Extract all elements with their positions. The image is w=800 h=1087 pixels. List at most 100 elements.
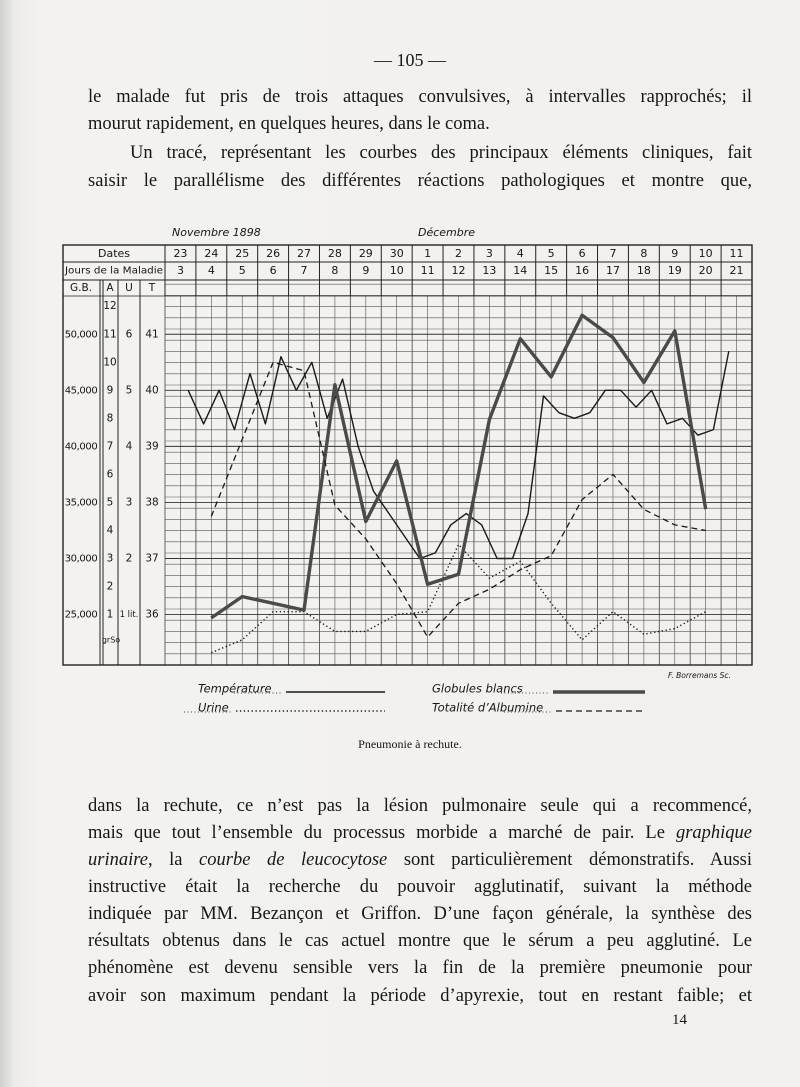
- row-label: Jours de la Maladie: [64, 266, 163, 277]
- y-tick-label: 3: [107, 552, 114, 564]
- y-tick-label: 12: [103, 300, 116, 312]
- axis-head: A: [106, 282, 114, 294]
- x-tick-label: 18: [637, 264, 651, 277]
- x-tick-label: 11: [421, 264, 435, 277]
- x-tick-label: 4: [208, 264, 215, 277]
- text-segment: résultats obtenus dans le cas actuel mon…: [88, 931, 752, 951]
- text-segment: phénomène est devenu sensible vers la fi…: [88, 958, 752, 978]
- date-label: 9: [671, 247, 678, 260]
- legend-label: Urine: [198, 701, 229, 715]
- text-segment: dans la rechute, ce n’est pas la lésion …: [88, 796, 752, 816]
- y-tick-label: 1: [107, 609, 114, 621]
- page-number: — 105 —: [374, 50, 446, 70]
- y-tick-label: 38: [145, 496, 158, 508]
- row-label: Dates: [98, 247, 130, 260]
- y-tick-label: 6: [126, 328, 133, 340]
- y-tick-label: 3: [126, 496, 133, 508]
- text-segment: sont particulièrement démonstratifs. Aus…: [387, 850, 752, 870]
- x-tick-label: 21: [730, 264, 744, 277]
- legend-label: Température: [198, 682, 272, 696]
- month-label: Novembre 1898: [172, 226, 261, 239]
- y-tick-label: 2: [107, 581, 114, 593]
- text-segment: saisir le parallélisme des différentes r…: [88, 171, 752, 191]
- y-tick-label: 40: [145, 384, 158, 396]
- date-label: 2: [455, 247, 462, 260]
- date-label: 10: [699, 247, 713, 260]
- date-label: 5: [548, 247, 555, 260]
- text-line: phénomène est devenu sensible vers la fi…: [88, 957, 752, 979]
- date-label: 25: [235, 247, 249, 260]
- y-tick-label: 36: [145, 609, 159, 621]
- text-segment: avoir son maximum pendant la période d’a…: [88, 986, 752, 1006]
- y-tick-label: 37: [145, 552, 158, 564]
- x-tick-label: 7: [301, 264, 308, 277]
- date-label: 27: [297, 247, 311, 260]
- text-line: avoir son maximum pendant la période d’a…: [88, 985, 752, 1007]
- text-line: résultats obtenus dans le cas actuel mon…: [88, 930, 752, 952]
- annotation: grSo: [102, 636, 120, 645]
- emphasis: urinaire: [88, 850, 148, 870]
- y-tick-label: 7: [107, 440, 114, 452]
- date-label: 28: [328, 247, 342, 260]
- y-tick-label: 2: [126, 552, 133, 564]
- text-line: instructive était la recherche du pouvoi…: [88, 876, 752, 898]
- y-tick-label: 35,000: [65, 497, 98, 508]
- emphasis: graphique: [675, 823, 752, 843]
- text-segment: instructive était la recherche du pouvoi…: [88, 877, 752, 897]
- x-tick-label: 13: [482, 264, 496, 277]
- y-tick-label: 50,000: [65, 329, 98, 340]
- x-tick-label: 19: [668, 264, 682, 277]
- y-tick-label: 1 lit.: [120, 610, 139, 620]
- y-tick-label: 25,000: [65, 610, 98, 621]
- date-label: 7: [609, 247, 616, 260]
- text-line: mourut rapidement, en quelques heures, d…: [88, 113, 752, 135]
- emphasis: courbe de leucocytose: [199, 850, 388, 870]
- text-segment: indiquée par MM. Bezançon et Griffon. D’…: [88, 904, 752, 924]
- y-tick-label: 11: [103, 328, 116, 340]
- y-tick-label: 6: [107, 468, 114, 480]
- series-line: [187, 350, 730, 560]
- text-line: dans la rechute, ce n’est pas la lésion …: [88, 795, 752, 817]
- text-segment: Un tracé, représentant les courbes des p…: [130, 143, 752, 163]
- y-tick-label: 10: [103, 356, 116, 368]
- date-label: 29: [359, 247, 373, 260]
- x-tick-label: 9: [362, 264, 369, 277]
- date-label: 24: [204, 247, 218, 260]
- date-label: 6: [579, 247, 586, 260]
- x-tick-label: 14: [513, 264, 527, 277]
- x-tick-label: 20: [699, 264, 713, 277]
- x-tick-label: 17: [606, 264, 620, 277]
- date-label: 26: [266, 247, 280, 260]
- text-line: saisir le parallélisme des différentes r…: [88, 170, 752, 192]
- series-line: [210, 313, 708, 620]
- legend-label: Globules blancs: [432, 682, 523, 696]
- text-line: indiquée par MM. Bezançon et Griffon. D’…: [88, 903, 752, 925]
- y-tick-label: 4: [107, 524, 114, 536]
- caption: Pneumonie à rechute.: [358, 737, 462, 751]
- text-line: mais que tout l’ensemble du processus mo…: [88, 822, 752, 844]
- signature-mark: 14: [672, 1012, 687, 1028]
- x-tick-label: 15: [544, 264, 558, 277]
- y-tick-label: 40,000: [65, 441, 98, 452]
- x-tick-label: 10: [390, 264, 404, 277]
- y-tick-label: 5: [126, 384, 133, 396]
- date-label: 11: [730, 247, 744, 260]
- x-tick-label: 8: [331, 264, 338, 277]
- text-line: urinaire, la courbe de leucocytose sont …: [88, 849, 752, 871]
- x-tick-label: 12: [452, 264, 466, 277]
- date-label: 23: [173, 247, 187, 260]
- date-label: 1: [424, 247, 431, 260]
- x-tick-label: 3: [177, 264, 184, 277]
- month-label: Décembre: [418, 226, 475, 239]
- x-tick-label: 5: [239, 264, 246, 277]
- text-segment: mourut rapidement, en quelques heures, d…: [88, 114, 490, 134]
- text-line: Un tracé, représentant les courbes des p…: [130, 142, 752, 164]
- text-segment: le malade fut pris de trois attaques con…: [88, 87, 752, 107]
- series-line: [210, 361, 706, 638]
- axis-head: U: [125, 282, 133, 294]
- y-tick-label: 45,000: [65, 385, 98, 396]
- axis-head: T: [148, 282, 156, 294]
- y-tick-label: 30,000: [65, 553, 98, 564]
- y-tick-label: 39: [145, 440, 158, 452]
